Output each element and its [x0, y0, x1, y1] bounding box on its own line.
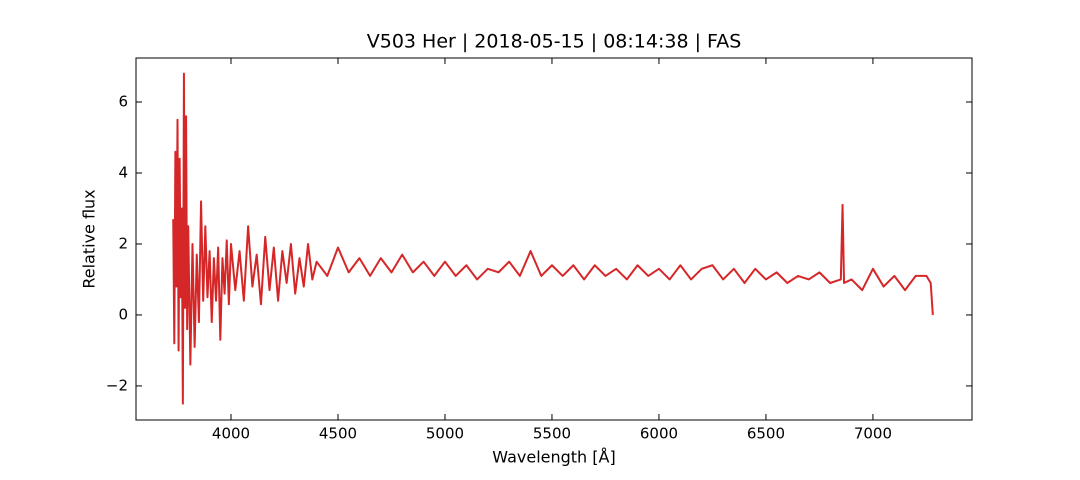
spectrum-line — [172, 72, 934, 405]
x-tick-label: 6500 — [747, 425, 785, 443]
x-tick-label: 4500 — [319, 425, 357, 443]
y-tick-label: 6 — [118, 93, 128, 111]
x-tick-label: 5000 — [426, 425, 464, 443]
x-tick-label: 5500 — [533, 425, 571, 443]
y-tick-label: 2 — [118, 234, 128, 252]
x-axis-label: Wavelength [Å] — [492, 448, 615, 467]
chart-title: V503 Her | 2018-05-15 | 08:14:38 | FAS — [367, 31, 742, 53]
y-tick-label: −2 — [106, 376, 128, 394]
x-tick-label: 4000 — [212, 425, 250, 443]
x-tick-label: 6000 — [640, 425, 678, 443]
y-tick-label: 4 — [118, 163, 128, 181]
y-tick-label: 0 — [118, 305, 128, 323]
y-axis-label: Relative flux — [80, 189, 99, 288]
x-tick-label: 7000 — [854, 425, 892, 443]
plot-frame — [135, 57, 973, 421]
